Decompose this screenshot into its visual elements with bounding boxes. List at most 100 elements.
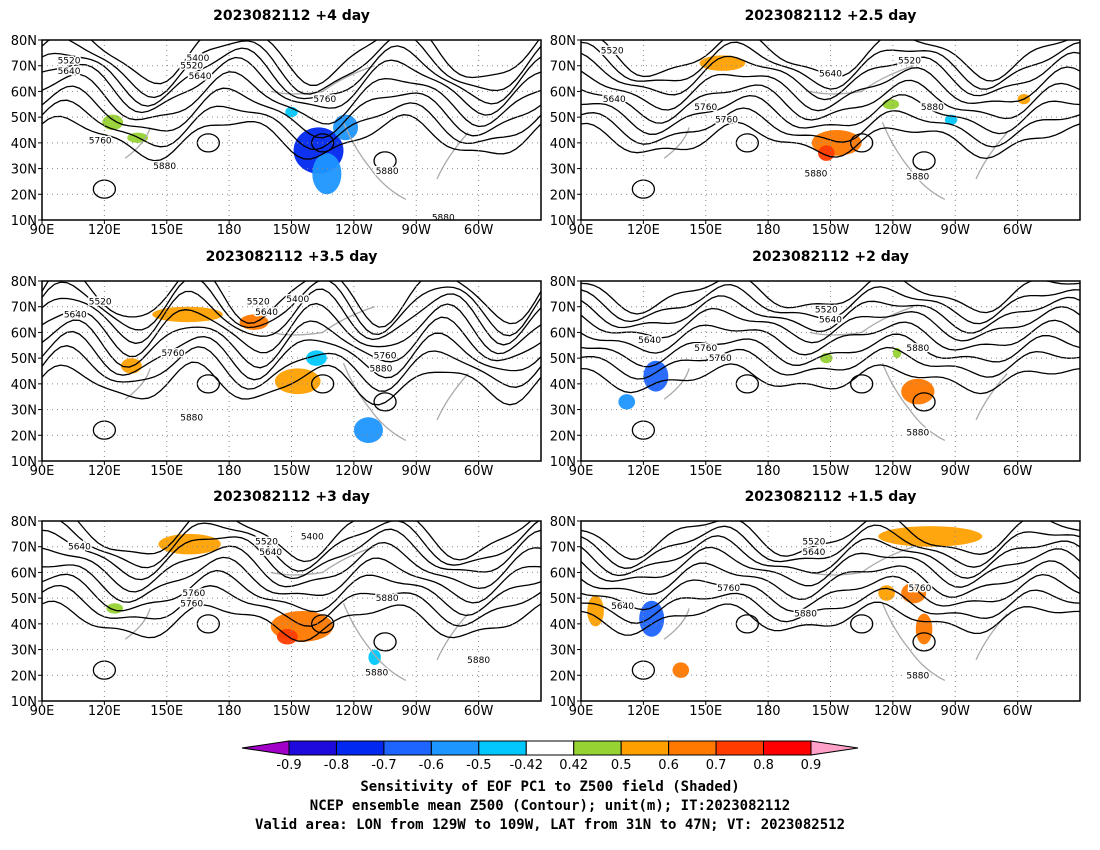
y-tick-label: 70N [550, 60, 576, 75]
colorbar-tick-label: 0.9 [801, 758, 822, 773]
x-tick-label: 150W [273, 704, 311, 719]
contour-label: 5880 [153, 162, 176, 172]
coastline [663, 65, 1008, 201]
height-contour [42, 584, 541, 627]
y-tick-label: 60N [550, 566, 576, 581]
contour-label: 5880 [794, 610, 817, 620]
x-tick-label: 90W [402, 464, 432, 479]
x-tick-label: 150E [689, 704, 722, 719]
x-tick-label: 90E [569, 704, 594, 719]
panel-title: 2023082112 +3 day [213, 489, 370, 505]
colorbar-tick-label: -0.6 [419, 758, 444, 773]
y-tick-label: 20N [11, 669, 37, 684]
height-contour [42, 114, 541, 162]
contour-label: 5760 [374, 352, 397, 362]
x-tick-label: 120E [88, 704, 121, 719]
closed-contour [373, 632, 397, 652]
contour-label: 5760 [180, 599, 203, 609]
height-contour [42, 316, 541, 369]
height-contour [42, 556, 541, 604]
x-tick-label: 90E [30, 223, 55, 238]
colorbar-box [430, 740, 480, 756]
sensitivity-shading [353, 417, 383, 443]
sensitivity-shading [901, 378, 935, 405]
height-contour [42, 528, 541, 581]
map-panel: 5520 540056405520564057605760588058805880… [11, 8, 542, 238]
closed-contour [850, 374, 874, 394]
colorbar-tick-label: -0.7 [371, 758, 396, 773]
height-contour [581, 281, 1080, 315]
height-contour [581, 306, 1080, 344]
y-tick-label: 80N [11, 275, 37, 290]
closed-contour [912, 632, 936, 652]
contour-label: 5880 [432, 213, 455, 223]
closed-contour [912, 151, 936, 171]
contour-label: 5760 [709, 354, 732, 364]
y-tick-label: 50N [550, 111, 576, 126]
contour-label: 5640 [64, 310, 87, 320]
x-tick-label: 120W [335, 223, 373, 238]
sensitivity-shading [306, 350, 327, 366]
y-tick-label: 50N [11, 592, 37, 607]
contour-label: 5520 [89, 298, 112, 308]
closed-contour [196, 374, 220, 394]
height-contour [581, 94, 1080, 135]
sensitivity-shading [901, 582, 927, 604]
sensitivity-shading [276, 629, 298, 645]
contour-label: 5640 [802, 548, 825, 558]
x-tick-label: 60W [1003, 704, 1033, 719]
sensitivity-shading [312, 153, 342, 195]
x-tick-label: 60W [1003, 464, 1033, 479]
caption-line-2: NCEP ensemble mean Z500 (Contour); unit(… [310, 798, 790, 814]
contour-label: 5760 [694, 344, 717, 354]
x-tick-label: 150W [812, 464, 850, 479]
x-tick-label: 90E [30, 704, 55, 719]
x-tick-label: 150E [150, 464, 183, 479]
sensitivity-shading [368, 649, 381, 665]
height-contour [90, 40, 540, 86]
x-tick-label: 90W [941, 223, 971, 238]
closed-contour [735, 133, 759, 153]
coastline [124, 306, 469, 442]
colorbar-box [620, 740, 670, 756]
closed-contour [373, 392, 397, 412]
colorbar-extend-low [241, 740, 290, 756]
colorbar-tick-label: -0.42 [509, 758, 543, 773]
closed-contour [850, 614, 874, 634]
colorbar-box [288, 740, 337, 756]
y-tick-label: 60N [550, 326, 576, 341]
y-tick-label: 10N [550, 455, 576, 470]
y-tick-label: 20N [11, 429, 37, 444]
contour-label: 5640 [819, 69, 842, 79]
x-tick-label: 180 [756, 704, 781, 719]
y-tick-label: 20N [11, 188, 37, 203]
height-contour [76, 521, 532, 563]
height-contour [581, 121, 1080, 160]
contour-label: 5640 [819, 316, 842, 326]
contour-label: 5760 [89, 136, 112, 146]
contour-label: 5880 [467, 656, 490, 666]
y-tick-label: 80N [550, 515, 576, 530]
colorbar-box [668, 740, 717, 756]
contour-label: 5880 [804, 170, 827, 180]
contour-label: 5760 [694, 103, 717, 113]
colorbar-box [478, 740, 527, 756]
colorbar: -0.9 -0.8 -0.7 -0.6 -0.5 -0.42 0.42 0.5 0.6 0.7 0.… [241, 740, 859, 773]
colorbar-box [335, 740, 385, 756]
panel-title: 2023082112 +3.5 day [206, 249, 378, 265]
x-tick-label: 90W [402, 223, 432, 238]
height-contour [581, 333, 1080, 368]
x-tick-label: 120E [627, 464, 660, 479]
contour-label: 5640 [611, 602, 634, 612]
x-tick-label: 150W [273, 223, 311, 238]
sensitivity-shading [672, 662, 690, 678]
colorbar-tick-label: -0.5 [466, 758, 491, 773]
colorbar-box [763, 740, 812, 756]
caption-line-3: Valid area: LON from 129W to 109W, LAT f… [255, 817, 845, 833]
y-tick-label: 20N [550, 669, 576, 684]
contour-label: 5880 [369, 364, 392, 374]
